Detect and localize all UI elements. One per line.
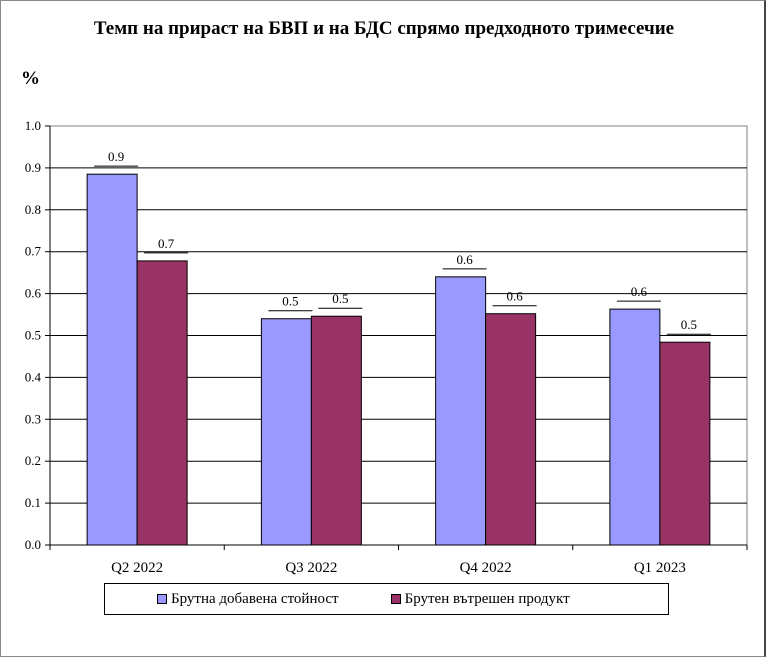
y-tick-label: 0.1: [25, 495, 41, 510]
bar-gva: [435, 276, 487, 546]
bar-gva: [86, 173, 138, 546]
legend-label-gdp: Брутен вътрешен продукт: [404, 590, 570, 607]
data-label: 0.7: [158, 236, 175, 251]
y-tick-label: 1.0: [25, 118, 41, 133]
legend-item-gdp: Брутен вътрешен продукт: [390, 590, 570, 608]
y-tick-label: 0.0: [25, 537, 41, 552]
legend-swatch-gva: [157, 594, 167, 604]
y-tick-label: 0.4: [25, 369, 42, 384]
y-tick-label: 0.5: [25, 328, 41, 343]
bar-gdp: [485, 313, 537, 546]
data-label: 0.6: [631, 284, 648, 299]
legend-item-gva: Брутна добавена стойност: [157, 591, 339, 608]
bar-gva: [609, 308, 661, 546]
bar-gva: [260, 318, 312, 546]
legend: Брутна добавена стойност Брутен вътрешен…: [104, 583, 669, 615]
data-label: 0.6: [457, 252, 474, 267]
y-tick-label: 0.9: [25, 160, 41, 175]
legend-swatch-gdp: [390, 594, 401, 604]
data-label: 0.5: [282, 294, 298, 309]
chart-title: Темп на прираст на БВП и на БДС спрямо п…: [93, 18, 675, 39]
data-label: 0.5: [332, 291, 348, 306]
y-tick-label: 0.2: [25, 453, 41, 468]
data-label: 0.5: [681, 317, 697, 332]
y-tick-label: 0.6: [25, 286, 42, 301]
data-label: 0.6: [507, 289, 524, 304]
y-tick-label: 0.8: [25, 202, 41, 217]
y-axis-unit: %: [21, 68, 40, 89]
y-tick-label: 0.7: [25, 244, 42, 259]
x-tick-label: Q3 2022: [285, 560, 337, 576]
x-tick-label: Q1 2023: [634, 560, 686, 576]
x-tick-label: Q2 2022: [111, 560, 163, 576]
y-tick-label: 0.3: [25, 411, 41, 426]
bar-gdp: [310, 315, 362, 546]
data-label: 0.9: [108, 149, 124, 164]
legend-label-gva: Брутна добавена стойност: [171, 590, 339, 607]
x-tick-label: Q4 2022: [460, 560, 512, 576]
bar-gdp: [136, 260, 188, 546]
bar-gdp: [659, 341, 711, 546]
